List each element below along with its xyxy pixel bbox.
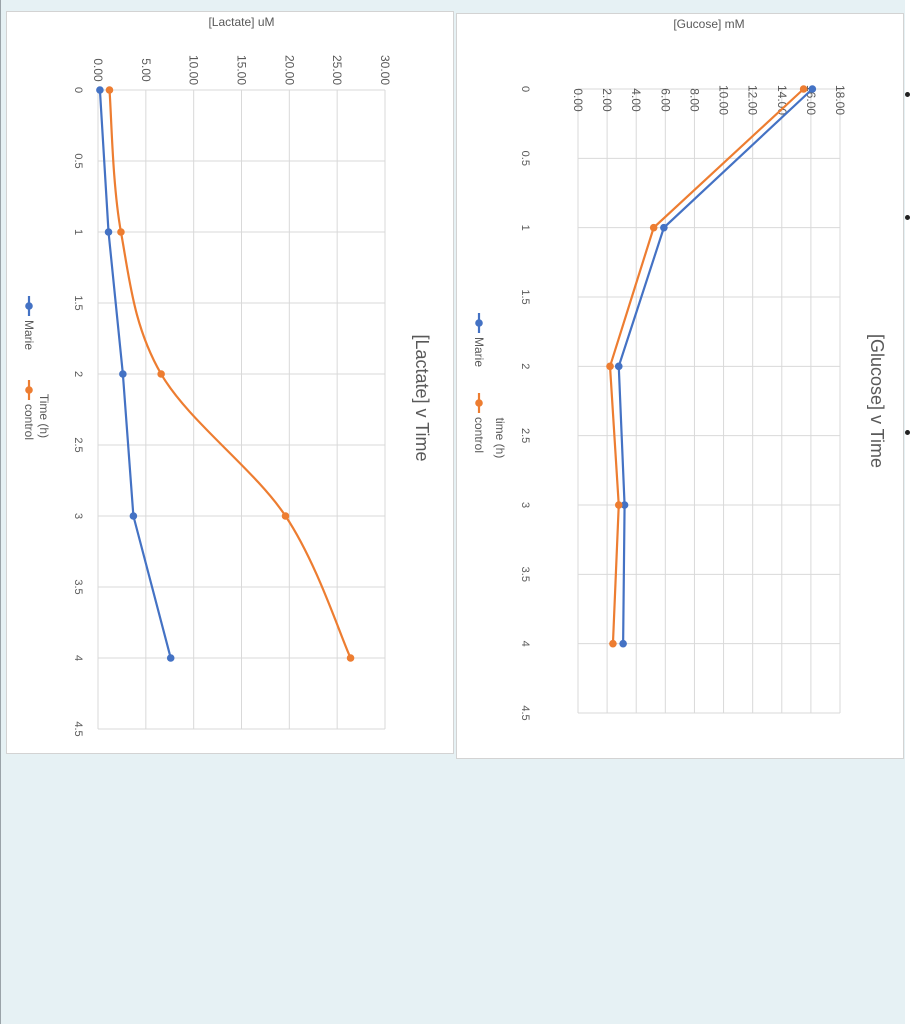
glucose-legend-marker-marie <box>475 319 483 327</box>
glucose-gridlines <box>577 88 841 714</box>
glucose-legend-label-control: control <box>472 417 486 453</box>
lactate-data-point-control <box>346 654 355 662</box>
lactate-y-tick-label: 20.00 <box>282 55 296 85</box>
lactate-data-point-control <box>157 370 165 378</box>
lactate-x-tick-label: 4.5 <box>72 721 84 736</box>
glucose-data-point-marie <box>614 362 623 371</box>
glucose-x-tick-label: 4.5 <box>519 705 531 720</box>
lactate-x-tick-label: 4 <box>72 655 84 661</box>
glucose-x-tick-label: 3.5 <box>519 567 531 582</box>
lactate-data-point-control <box>117 228 125 236</box>
glucose-data-point-control <box>649 223 658 232</box>
glucose-legend-marker-control <box>475 399 483 407</box>
glucose-x-tick-label: 1.5 <box>519 289 531 304</box>
lactate-x-tick-label: 3 <box>72 513 84 519</box>
lactate-y-tick-label: 25.00 <box>330 55 344 85</box>
glucose-x-tick-label: 1 <box>519 225 531 231</box>
lactate-legend-label-marie: Marie <box>22 320 36 350</box>
lactate-y-tick-label: 30.00 <box>378 55 392 85</box>
lactate-x-tick-label: 3.5 <box>72 579 84 594</box>
lactate-data-point-marie <box>129 512 138 520</box>
glucose-chart-title: [Glucose] v Time <box>867 334 887 468</box>
glucose-x-tick-label: 0.5 <box>519 151 531 166</box>
lactate-data-point-control <box>105 86 114 94</box>
glucose-legend-label-marie: Marie <box>472 337 486 367</box>
page-right-margin <box>905 0 922 1024</box>
lactate-chart-svg: 0.00 5.00 10.00 15.00 20.00 25.00 30.00 0 0.5 1 1.… <box>22 15 432 737</box>
glucose-y-tick-label: 0.00 <box>571 88 585 112</box>
glucose-y-tick-label: 18.00 <box>833 85 847 115</box>
lactate-data-point-control <box>281 512 290 520</box>
glucose-y-axis-title: [Gucose] mM <box>673 17 744 31</box>
lactate-data-point-marie <box>119 370 127 378</box>
glucose-x-axis-title: time (h) <box>493 418 507 459</box>
glucose-y-tick-label: 4.00 <box>629 88 643 112</box>
glucose-x-tick-label: 3 <box>519 502 531 508</box>
lactate-x-tick-label: 2.5 <box>72 437 84 452</box>
lactate-legend-marker-control <box>25 386 33 394</box>
glucose-x-tick-label: 2 <box>519 363 531 369</box>
bullet-mark <box>905 215 910 220</box>
lactate-legend-marker-marie <box>25 302 33 310</box>
glucose-data-point-marie <box>620 501 629 509</box>
lactate-gridlines <box>97 89 386 730</box>
glucose-y-tick-label: 12.00 <box>746 85 760 115</box>
lactate-y-axis-title: [Lactate] uM <box>208 15 274 29</box>
lactate-data-point-marie <box>166 654 175 662</box>
lactate-x-tick-label: 1 <box>72 229 84 235</box>
lactate-x-tick-label: 0.5 <box>72 153 84 168</box>
glucose-data-point-control <box>614 501 623 509</box>
glucose-chart: 0.00 2.00 4.00 6.00 8.00 10.00 12.00 14.00 16.00… <box>456 13 904 759</box>
lactate-data-point-marie <box>104 228 113 236</box>
glucose-data-point-marie <box>808 85 817 93</box>
lactate-x-axis-title: Time (h) <box>37 394 51 438</box>
lactate-data-point-marie <box>96 86 104 94</box>
lactate-chart: 0.00 5.00 10.00 15.00 20.00 25.00 30.00 0 0.5 1 1.… <box>6 11 454 754</box>
lactate-y-tick-label: 5.00 <box>139 58 153 82</box>
glucose-data-point-control <box>609 639 617 648</box>
window-left-edge <box>0 0 1 1024</box>
lactate-y-tick-label: 15.00 <box>235 55 249 85</box>
glucose-chart-svg: 0.00 2.00 4.00 6.00 8.00 10.00 12.00 14.00 16.00… <box>472 17 887 721</box>
glucose-data-point-control <box>799 85 808 93</box>
bullet-mark <box>905 92 910 97</box>
glucose-y-tick-label: 8.00 <box>687 88 701 112</box>
glucose-x-tick-label: 2.5 <box>519 428 531 443</box>
glucose-y-tick-label: 6.00 <box>658 88 672 112</box>
glucose-data-point-marie <box>619 639 627 648</box>
glucose-y-tick-label: 10.00 <box>717 85 731 115</box>
lactate-x-tick-label: 2 <box>72 371 84 377</box>
glucose-data-point-marie <box>660 223 668 232</box>
glucose-y-tick-label: 14.00 <box>775 85 789 115</box>
glucose-data-point-control <box>606 362 614 371</box>
glucose-x-tick-label: 4 <box>519 641 531 647</box>
lactate-y-tick-label: 0.00 <box>91 58 105 82</box>
bullet-mark <box>905 430 910 435</box>
lactate-y-tick-label: 10.00 <box>187 55 201 85</box>
glucose-x-tick-label: 0 <box>519 86 531 92</box>
glucose-y-tick-label: 2.00 <box>600 88 614 112</box>
lactate-legend-label-control: control <box>22 404 36 440</box>
lactate-x-tick-label: 1.5 <box>72 295 84 310</box>
lactate-x-tick-label: 0 <box>72 87 84 93</box>
lactate-chart-title: [Lactate] v Time <box>412 334 432 461</box>
